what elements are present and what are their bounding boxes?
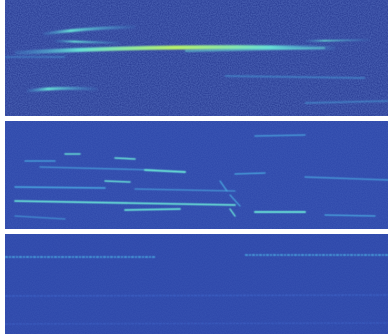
spectrogram-panel-top [5, 0, 388, 116]
spectrogram-top-image [5, 0, 388, 116]
spectral-tracks-bottom [5, 254, 388, 325]
spectrogram-panel-middle [5, 121, 388, 229]
spectral-tracks-top [5, 11, 388, 104]
spectrogram-middle-image [5, 121, 388, 229]
spectral-tracks-middle [14, 134, 388, 220]
spectrogram-panel-bottom [5, 234, 388, 334]
spectrogram-bottom-image [5, 234, 388, 334]
